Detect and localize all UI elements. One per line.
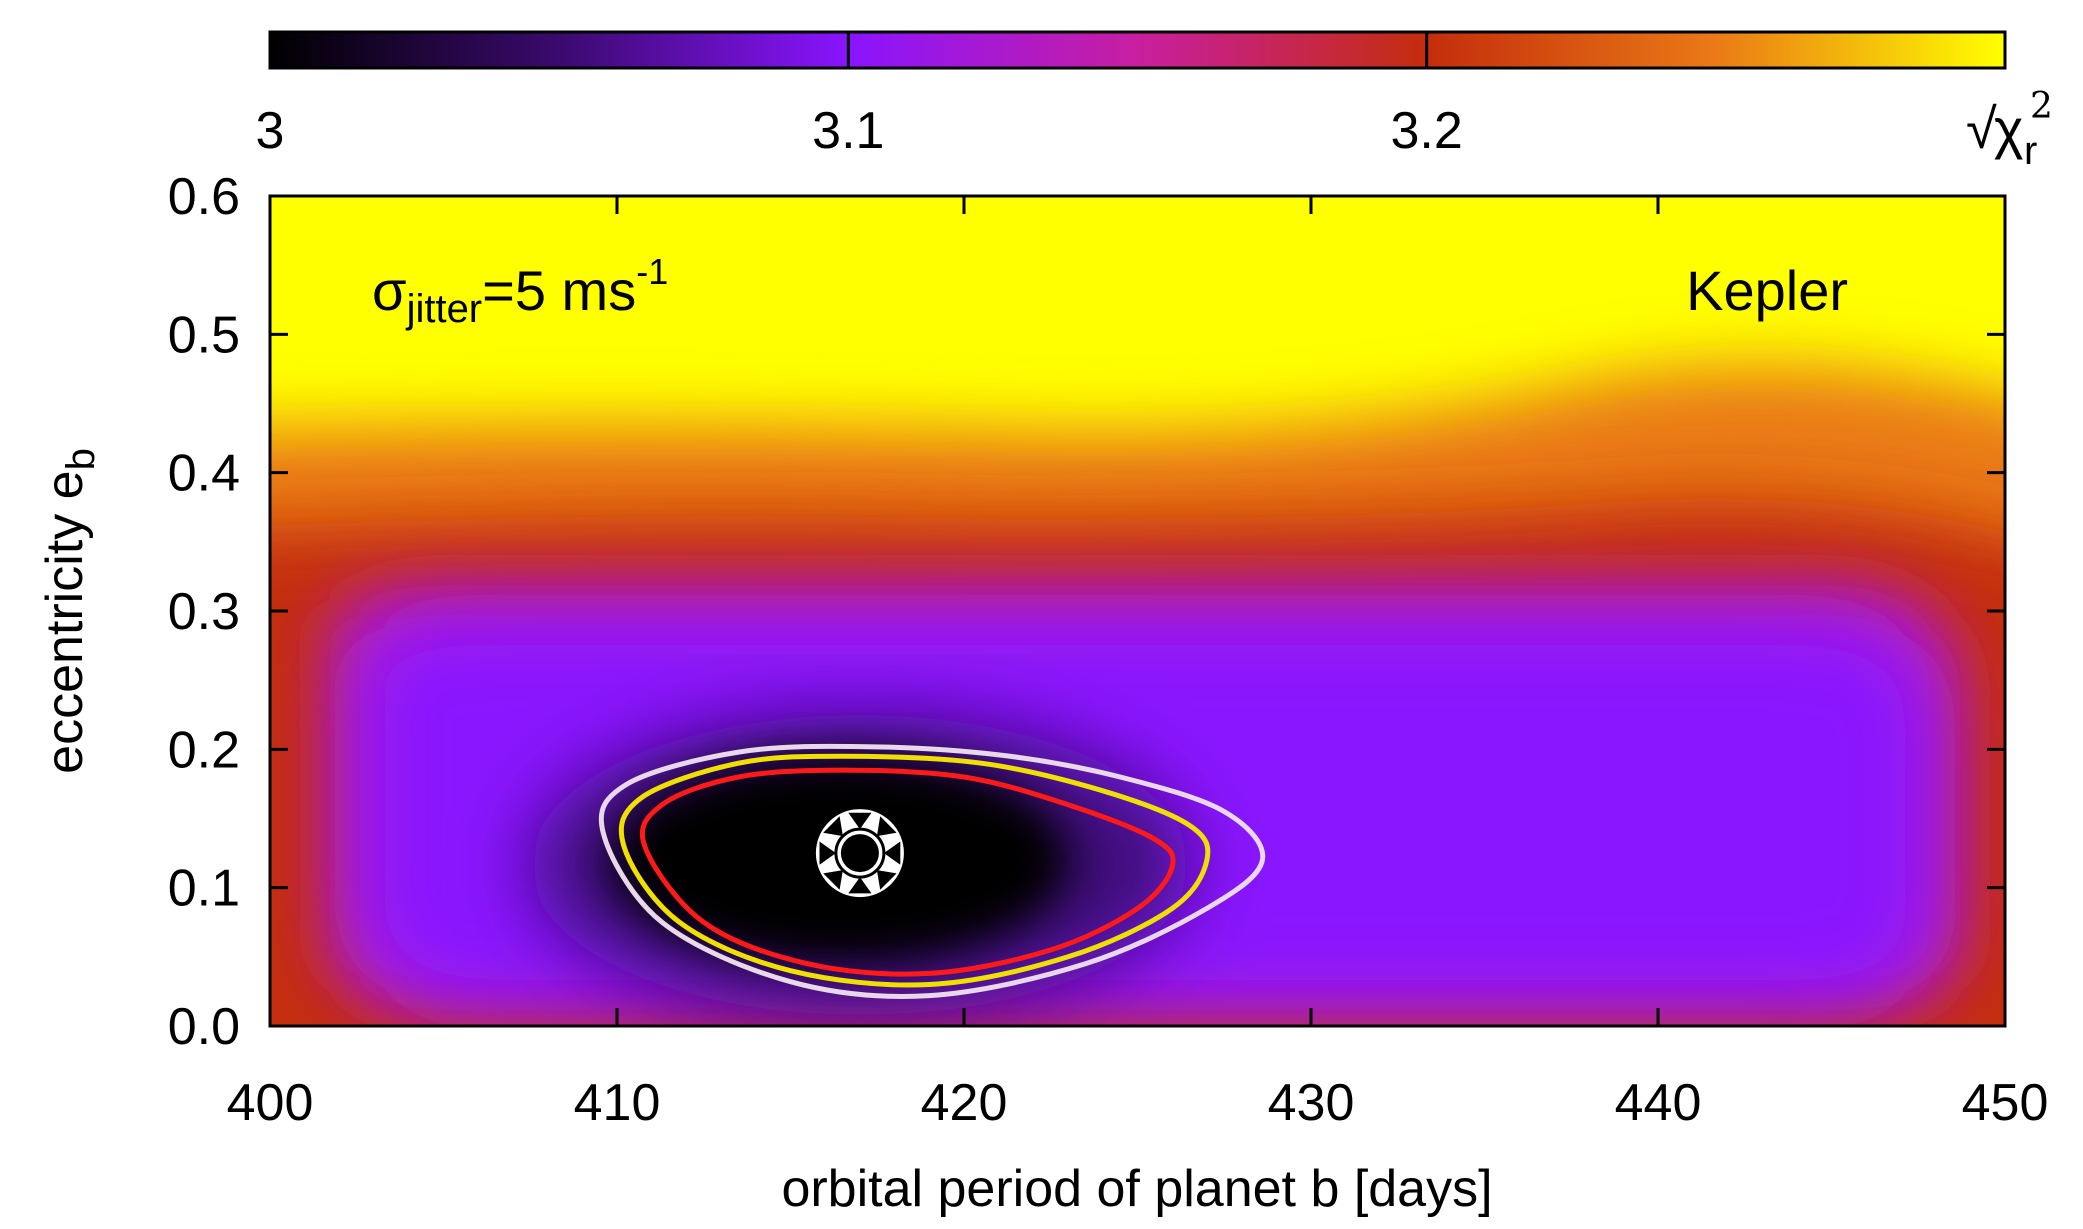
y-axis-label: eccentricity eb [36,448,103,774]
colorbar-label-root: √ [1966,97,1997,160]
best-fit-ray [876,816,897,837]
colorbar-gradient [268,30,2007,70]
colorbar-tick-label: 3.1 [812,102,884,160]
y-tick-label: 0.5 [168,306,240,364]
contour-2sigma [618,753,1211,988]
jitter-sub: jitter [406,287,483,331]
y-axis-label-main: eccentricity e [36,470,94,773]
y-tick-label: 0.0 [168,998,240,1056]
colorbar-tick-label: 3 [256,102,285,160]
y-tick-label: 0.2 [168,721,240,779]
y-tick-label: 0.4 [168,445,240,503]
colorbar-label-sub: r [2024,129,2037,173]
best-fit-ray [823,870,843,890]
contour-3sigma [598,743,1266,999]
best-fit-ray [848,877,872,894]
jitter-sup: -1 [636,251,668,292]
x-tick-label: 440 [1615,1074,1702,1132]
y-tick-label: 0.3 [168,583,240,641]
y-tick-label: 0.6 [168,168,240,226]
jitter-value: =5 ms [482,259,636,322]
jitter-annotation: σjitter=5 ms-1 [372,251,668,331]
x-tick-label: 450 [1962,1074,2049,1132]
best-fit-ray [848,812,872,830]
contour-1sigma [639,767,1176,977]
colorbar-label-chi: χ [1994,97,2023,160]
best-fit-center [840,834,879,873]
model-annotation: Kepler [1686,259,1848,322]
best-fit-ray [819,841,836,865]
x-tick-label: 430 [1268,1074,1355,1132]
best-fit-marker [815,809,904,898]
heatmap [270,196,2005,1026]
best-fit-ray [883,841,901,865]
best-fit-ray [876,870,897,890]
best-fit-ray [823,816,843,837]
colorbar-tick-label: 3.2 [1391,102,1463,160]
y-tick-label: 0.1 [168,860,240,918]
jitter-sigma: σ [372,259,407,322]
colorbar: 3 3.1 3.2 √ χ r 2 [256,30,2053,173]
x-tick-label: 420 [921,1074,1008,1132]
x-tick-label: 400 [227,1074,314,1132]
x-axis-label: orbital period of planet b [days] [781,1160,1492,1218]
x-tick-label: 410 [574,1074,661,1132]
colorbar-label-sup: 2 [2030,86,2053,127]
y-axis-label-sub: b [59,448,103,470]
